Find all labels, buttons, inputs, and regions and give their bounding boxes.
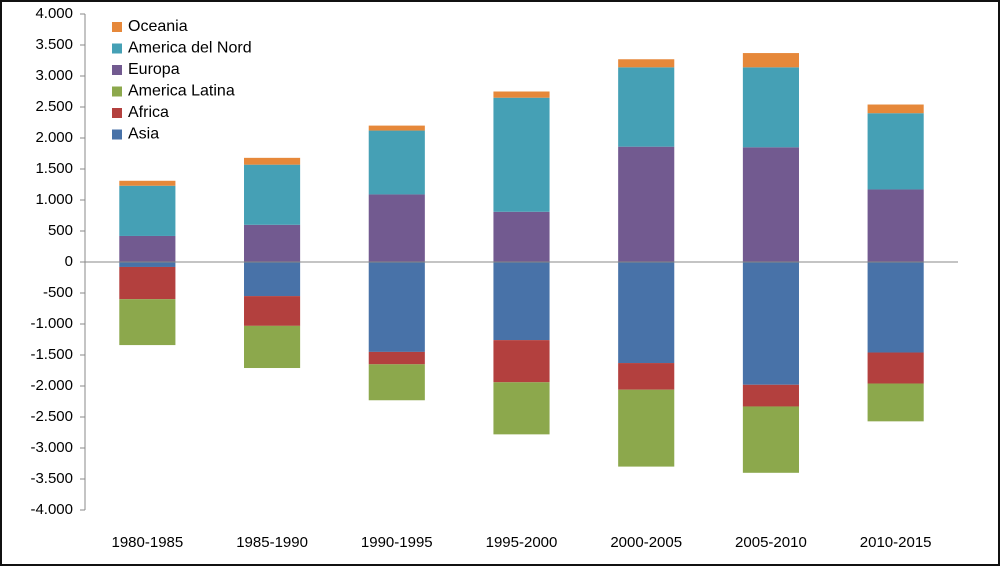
bar-segment <box>119 299 176 346</box>
x-tick-label: 1995-2000 <box>486 534 558 551</box>
bar-segment <box>244 296 301 326</box>
y-tick-label: -1.500 <box>30 346 73 363</box>
y-tick-label: -2.000 <box>30 377 73 394</box>
y-tick-label: 2.500 <box>35 98 73 115</box>
bar-segment <box>244 157 301 165</box>
y-tick-label: 500 <box>48 222 73 239</box>
bar-segment <box>368 130 425 195</box>
bar-segment <box>368 262 425 352</box>
bar-segment <box>119 266 176 300</box>
y-tick-label: 0 <box>65 253 73 270</box>
bar-segment <box>368 351 425 365</box>
bar-segment <box>742 406 799 473</box>
x-tick-label: 2000-2005 <box>610 534 682 551</box>
bar-segment <box>867 113 924 190</box>
y-tick-label: 3.000 <box>35 67 73 84</box>
y-tick-label: -1.000 <box>30 315 73 332</box>
legend-swatch <box>112 108 122 118</box>
y-tick-label: -3.000 <box>30 439 73 456</box>
bar-segment <box>493 382 550 435</box>
bar-segment <box>742 67 799 148</box>
bar-segment <box>742 53 799 68</box>
y-tick-label: 2.000 <box>35 129 73 146</box>
legend-label: America Latina <box>128 83 235 100</box>
bar-segment <box>618 389 675 467</box>
bar-segment <box>867 189 924 262</box>
bar-segment <box>493 211 550 262</box>
bar-segment <box>493 91 550 98</box>
legend-swatch <box>112 129 122 140</box>
y-tick-label: 3.500 <box>35 36 73 53</box>
bar-segment <box>368 125 425 131</box>
bar-segment <box>867 262 924 353</box>
legend-label: America del Nord <box>128 40 252 57</box>
y-tick-label: -2.500 <box>30 408 73 425</box>
bar-segment <box>244 164 301 225</box>
bar-segment <box>742 147 799 262</box>
bar-segment <box>244 325 301 369</box>
bar-segment <box>493 340 550 383</box>
legend-label: Asia <box>128 126 159 143</box>
y-tick-label: 4.000 <box>35 5 73 22</box>
x-tick-label: 2005-2010 <box>735 534 807 551</box>
legend-label: Africa <box>128 104 169 121</box>
bar-segment <box>368 364 425 401</box>
legend-label: Europa <box>128 61 180 78</box>
bar-segment <box>867 383 924 422</box>
bar-segment <box>618 67 675 147</box>
bar-segment <box>244 224 301 262</box>
legend-label: Oceania <box>128 18 188 35</box>
x-tick-label: 1990-1995 <box>361 534 433 551</box>
legend-swatch <box>112 43 122 54</box>
x-tick-label: 1980-1985 <box>111 534 183 551</box>
bar-segment <box>618 59 675 68</box>
bar-segment <box>119 235 176 262</box>
bar-segment <box>119 185 176 236</box>
bar-segment <box>618 146 675 262</box>
x-tick-label: 1985-1990 <box>236 534 308 551</box>
bar-segment <box>119 180 176 186</box>
legend-swatch <box>112 86 122 97</box>
bar-segment <box>742 384 799 407</box>
y-tick-label: 1.500 <box>35 160 73 177</box>
bar-segment <box>867 352 924 384</box>
legend-swatch <box>112 65 122 75</box>
bar-segment <box>867 104 924 114</box>
bar-segment <box>742 262 799 385</box>
bar-segment <box>368 194 425 262</box>
y-tick-label: 1.000 <box>35 191 73 208</box>
bar-segment <box>493 97 550 212</box>
bar-segment <box>493 262 550 341</box>
x-tick-label: 2010-2015 <box>860 534 932 551</box>
y-tick-label: -500 <box>43 284 73 301</box>
bar-segment <box>244 262 301 297</box>
y-tick-label: -3.500 <box>30 470 73 487</box>
bar-segment <box>618 363 675 390</box>
y-tick-label: -4.000 <box>30 501 73 518</box>
bar-segment <box>618 262 675 364</box>
bar-segment <box>119 262 176 267</box>
legend-swatch <box>112 22 122 32</box>
